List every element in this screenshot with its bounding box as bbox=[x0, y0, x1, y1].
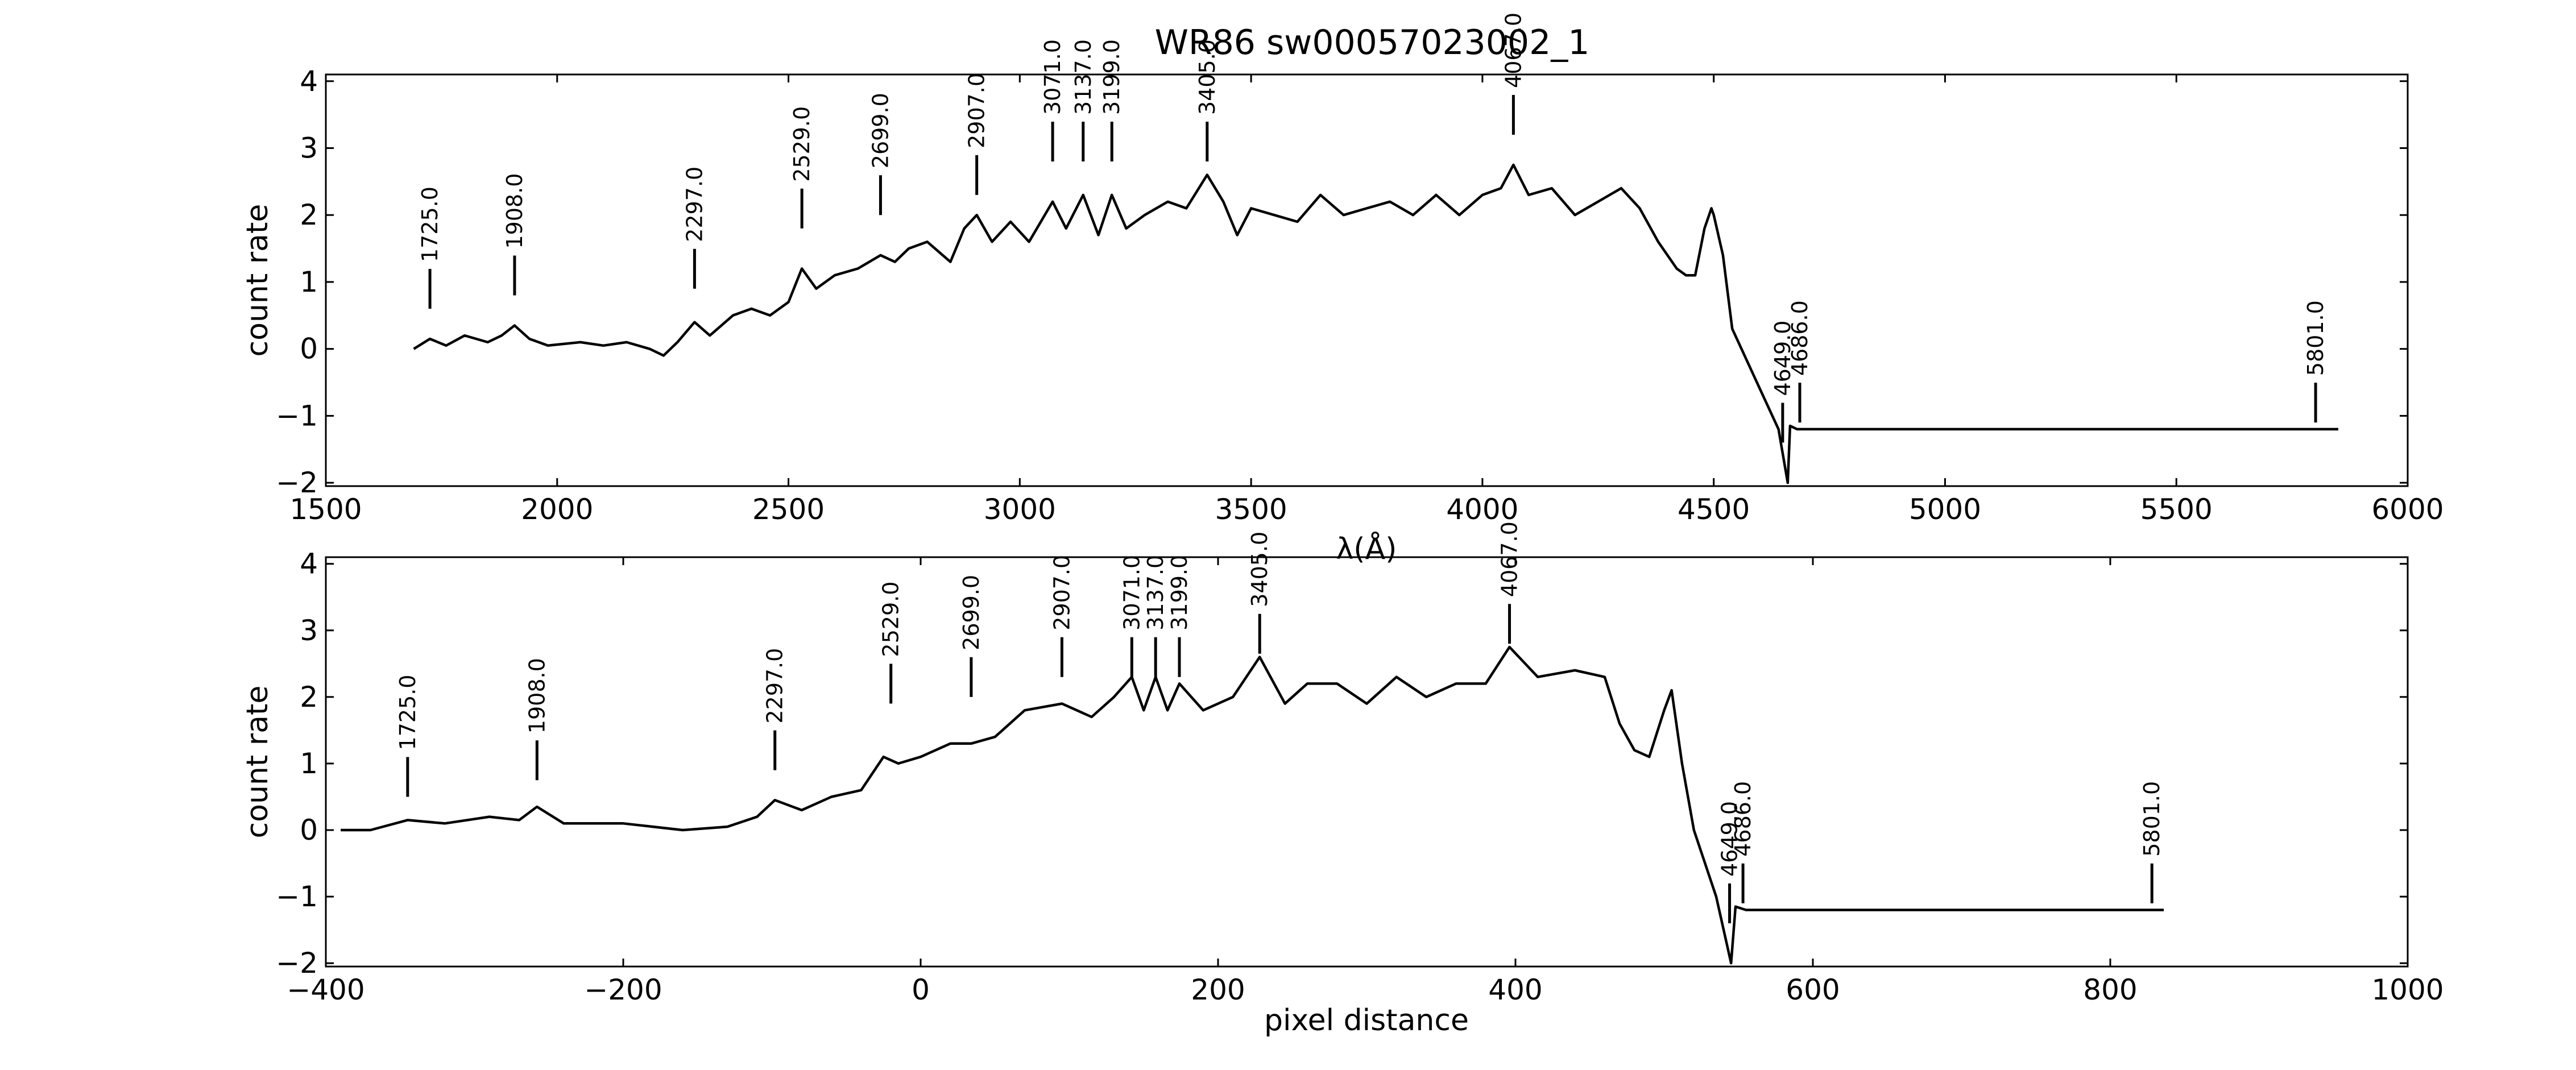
pixel-panel-x-axis: −400 −200 0 200 400 600 800 1000 bbox=[287, 557, 2444, 1006]
x-tick-label: 5000 bbox=[1909, 493, 1981, 526]
line-marker-label: 2699.0 bbox=[959, 575, 984, 650]
x-tick-label: 6000 bbox=[2371, 493, 2444, 526]
x-tick-label: 3500 bbox=[1215, 493, 1287, 526]
line-marker-label: 3071.0 bbox=[1119, 555, 1144, 631]
figure-title: WR86 sw00057023002_1 bbox=[1155, 23, 1590, 63]
line-marker-label: 3405.0 bbox=[1195, 39, 1220, 115]
line-marker-label: 2529.0 bbox=[879, 582, 904, 657]
line-marker-label: 4067.0 bbox=[1501, 13, 1526, 88]
y-tick-label: 4 bbox=[300, 65, 318, 98]
pixel-panel-y-axis: −2 −1 0 1 2 3 4 bbox=[276, 548, 2408, 980]
wavelength-panel-series bbox=[413, 163, 2338, 484]
line-marker-label: 5801.0 bbox=[2139, 781, 2164, 857]
y-tick-label: 0 bbox=[300, 814, 318, 847]
spectrum-line bbox=[341, 645, 2164, 965]
x-tick-label: 1500 bbox=[289, 493, 362, 526]
x-tick-label: 2500 bbox=[752, 493, 825, 526]
x-tick-label: 0 bbox=[912, 973, 930, 1006]
y-tick-label: 3 bbox=[300, 614, 318, 647]
y-tick-label: −1 bbox=[276, 880, 318, 913]
y-tick-label: −2 bbox=[276, 466, 318, 499]
line-marker-label: 1908.0 bbox=[524, 658, 549, 733]
pixel-panel-frame bbox=[325, 556, 2409, 968]
x-tick-label: −200 bbox=[584, 973, 662, 1006]
line-marker-label: 4649.0 bbox=[1770, 321, 1795, 396]
line-marker-label: 2297.0 bbox=[682, 167, 707, 242]
wavelength-panel-x-axis: 1500 2000 2500 3000 3500 4000 4500 5000 5500 6000 bbox=[289, 74, 2444, 526]
wavelength-panel: −2 −1 0 1 2 3 4 1500 2000 2500 3000 3500 4000 4500 50… bbox=[241, 13, 2444, 566]
x-tick-label: 400 bbox=[1488, 973, 1542, 1006]
line-marker-label: 4067.0 bbox=[1497, 521, 1522, 597]
wavelength-panel-ylabel: count rate bbox=[241, 204, 275, 357]
line-marker-label: 5801.0 bbox=[2303, 300, 2328, 376]
line-marker-label: 2297.0 bbox=[763, 648, 788, 724]
x-tick-label: 800 bbox=[2083, 973, 2137, 1006]
y-tick-label: 1 bbox=[300, 747, 318, 780]
x-tick-label: 5500 bbox=[2140, 493, 2213, 526]
line-marker-label: 3199.0 bbox=[1099, 39, 1124, 115]
wavelength-panel-frame bbox=[325, 73, 2409, 487]
pixel-panel-xlabel: pixel distance bbox=[1264, 1003, 1469, 1038]
line-marker-label: 1908.0 bbox=[502, 173, 527, 249]
y-tick-label: 0 bbox=[300, 333, 318, 366]
y-tick-label: −2 bbox=[276, 947, 318, 980]
x-tick-label: 600 bbox=[1786, 973, 1840, 1006]
x-tick-label: 3000 bbox=[984, 493, 1056, 526]
line-marker-label: 4686.0 bbox=[1787, 300, 1812, 376]
pixel-panel-series bbox=[341, 645, 2164, 965]
line-marker-label: 2699.0 bbox=[868, 93, 893, 168]
y-tick-label: 1 bbox=[300, 266, 318, 298]
line-marker-label: 4686.0 bbox=[1730, 781, 1755, 857]
y-tick-label: 4 bbox=[300, 548, 318, 580]
line-marker-label: 3137.0 bbox=[1071, 39, 1096, 115]
line-marker-label: 3405.0 bbox=[1247, 532, 1272, 607]
line-marker-label: 1725.0 bbox=[395, 674, 420, 750]
pixel-panel-line-markers: 1725.0 1908.0 2297.0 2529.0 2699.0 2907.0 3071… bbox=[395, 521, 2164, 923]
x-tick-label: 4500 bbox=[1678, 493, 1750, 526]
line-marker-label: 1725.0 bbox=[417, 186, 442, 262]
y-tick-label: 2 bbox=[300, 198, 318, 231]
x-tick-label: 200 bbox=[1191, 973, 1245, 1006]
x-tick-label: 1000 bbox=[2371, 973, 2444, 1006]
line-marker-label: 2529.0 bbox=[789, 106, 814, 182]
line-marker-label: 2907.0 bbox=[964, 73, 989, 148]
wavelength-panel-y-axis: −2 −1 0 1 2 3 4 bbox=[276, 65, 2408, 499]
x-tick-label: −400 bbox=[287, 973, 365, 1006]
x-tick-label: 4000 bbox=[1446, 493, 1518, 526]
wavelength-panel-xlabel: λ(Å) bbox=[1336, 531, 1397, 566]
line-marker-label: 3199.0 bbox=[1167, 555, 1192, 631]
pixel-panel-ylabel: count rate bbox=[241, 686, 275, 839]
line-marker-label: 2907.0 bbox=[1049, 555, 1074, 631]
y-tick-label: −1 bbox=[276, 399, 318, 432]
wavelength-panel-line-markers: 1725.0 1908.0 2297.0 2529.0 2699.0 2907.0 3071… bbox=[417, 13, 2328, 443]
line-marker-label: 4649.0 bbox=[1717, 801, 1742, 877]
spectrum-line bbox=[413, 163, 2338, 484]
x-tick-label: 2000 bbox=[521, 493, 593, 526]
y-tick-label: 3 bbox=[300, 131, 318, 164]
line-marker-label: 3137.0 bbox=[1143, 555, 1168, 631]
line-marker-label: 3071.0 bbox=[1040, 39, 1065, 115]
y-tick-label: 2 bbox=[300, 681, 318, 714]
pixel-panel: −2 −1 0 1 2 3 4 −400 −200 0 200 400 600 800 1000 1725… bbox=[241, 521, 2444, 1038]
